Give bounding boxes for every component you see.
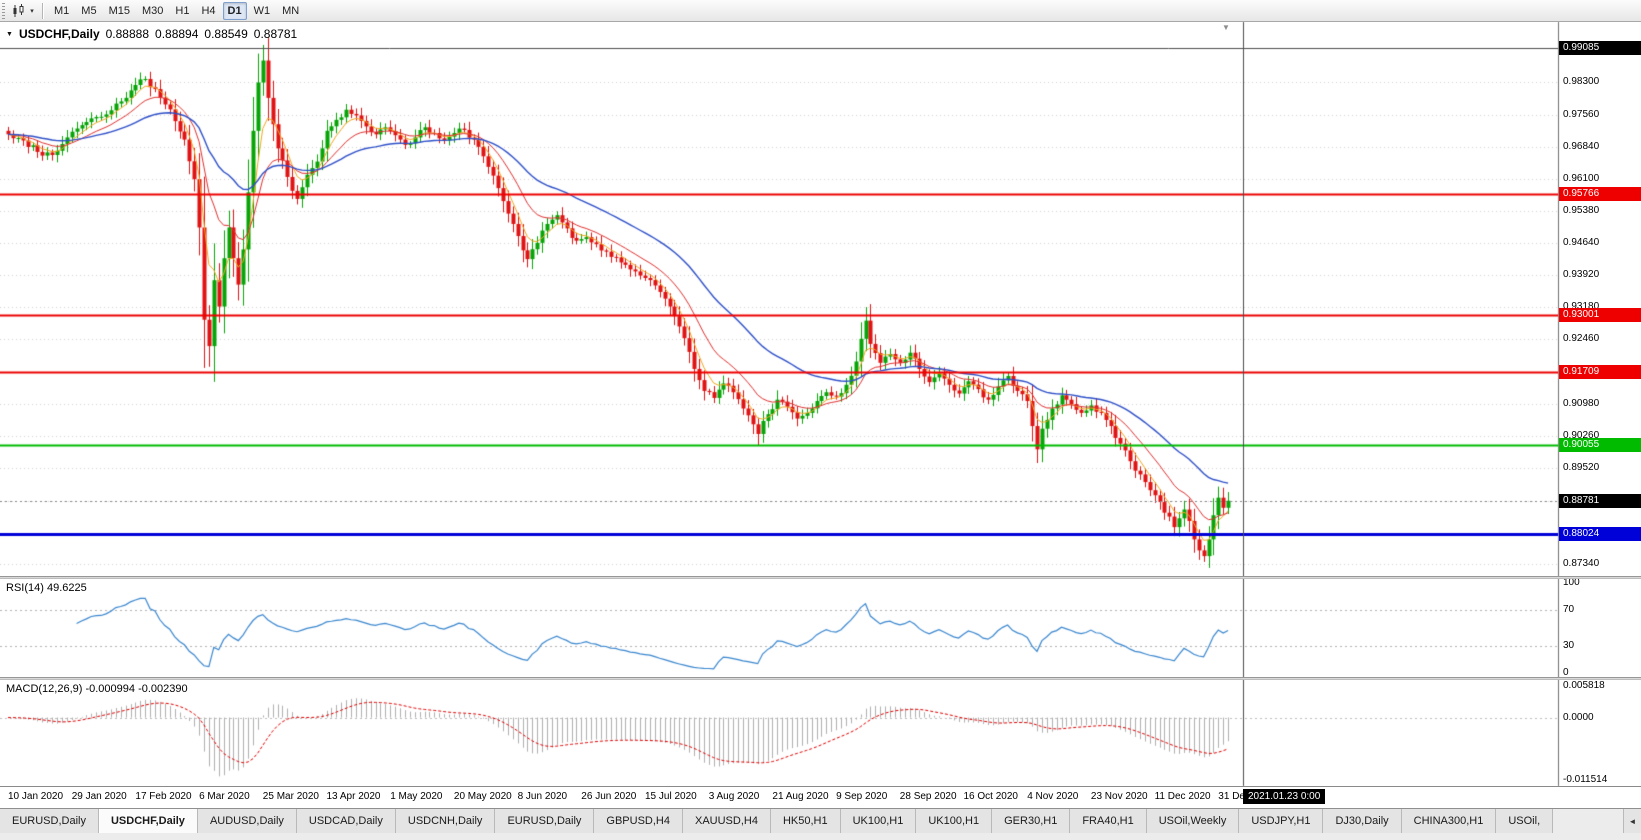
toolbar-grip[interactable] [2,2,5,19]
chart-tab[interactable]: USDCAD,Daily [296,809,396,833]
timeframe-button-m15[interactable]: M15 [108,4,130,17]
chart-tab-list: EURUSD,Daily USDCHF,Daily AUDUSD,Daily USDC… [0,809,1623,833]
toolbar: ▾ M1 M5 M15 M30 H1 H4 D1 W1 MN [0,0,1641,22]
toolbar-separator [42,2,43,19]
ohlc-open-value: 0.88888 [105,27,150,41]
chart-symbol-label: USDCHF,Daily [18,27,100,41]
chart-tab[interactable]: GBPUSD,H4 [594,809,683,833]
chart-tab[interactable]: USDCNH,Daily [395,809,496,833]
chart-tab[interactable]: AUDUSD,Daily [197,809,297,833]
panel-splitter[interactable] [0,677,1641,680]
chart-tab[interactable]: USDJPY,H1 [1239,809,1324,833]
chart-title: ▼ USDCHF,Daily 0.88888 0.88894 0.88549 0… [6,27,297,41]
chart-tab[interactable]: EURUSD,Daily [495,809,595,833]
timeframe-button-mn[interactable]: MN [282,4,300,17]
timeframe-button-h4[interactable]: H4 [201,4,216,17]
timeframe-button-d1[interactable]: D1 [222,1,247,20]
chart-tab[interactable]: CHINA300,H1 [1401,809,1497,833]
chart-tab[interactable]: UK100,H1 [840,809,917,833]
panel-splitter[interactable] [0,576,1641,579]
timeframe-button-m5[interactable]: M5 [81,4,97,17]
chart-tab[interactable]: XAUUSD,H4 [682,809,771,833]
timeframe-button-h1[interactable]: H1 [175,4,190,17]
chart-tab[interactable]: EURUSD,Daily [0,809,99,833]
date-axis[interactable] [0,786,1641,808]
chart-tab-bar: EURUSD,Daily USDCHF,Daily AUDUSD,Daily USDC… [0,808,1641,840]
ohlc-close-value: 0.88781 [253,27,298,41]
chart-tab[interactable]: HK50,H1 [770,809,841,833]
chart-tab[interactable]: FRA40,H1 [1070,809,1147,833]
timeframe-button-w1[interactable]: W1 [253,4,271,17]
dropdown-arrow-icon[interactable]: ▾ [30,7,34,15]
timeframe-button-m30[interactable]: M30 [141,4,164,17]
candlestick-chart-icon[interactable] [9,2,27,20]
ohlc-low-value: 0.88549 [204,27,248,41]
macd-indicator-label: MACD(12,26,9) -0.000994 -0.002390 [6,683,188,695]
chart-tab[interactable]: GER30,H1 [992,809,1071,833]
chart-tab[interactable]: USDCHF,Daily [98,809,198,833]
chart-tab[interactable]: DJ30,Daily [1323,809,1402,833]
chart-tab[interactable]: USOil,Weekly [1146,809,1240,833]
ohlc-high-value: 0.88894 [155,27,199,41]
timeframe-button-m1[interactable]: M1 [54,4,70,17]
crosshair-date-tag: 2021.01.23 0:00 [1243,789,1326,804]
chart-collapse-arrow-icon[interactable]: ▼ [6,30,13,38]
chart-shift-marker-icon[interactable]: ▼ [1222,23,1230,32]
chart-tab[interactable]: USOil, [1496,809,1554,833]
tab-scroll-left-button[interactable]: ◄ [1623,809,1641,833]
chart-tab[interactable]: UK100,H1 [916,809,993,833]
timeframe-group: M1 M5 M15 M30 H1 H4 D1 W1 MN [48,1,305,20]
rsi-indicator-label: RSI(14) 49.6225 [6,582,87,594]
